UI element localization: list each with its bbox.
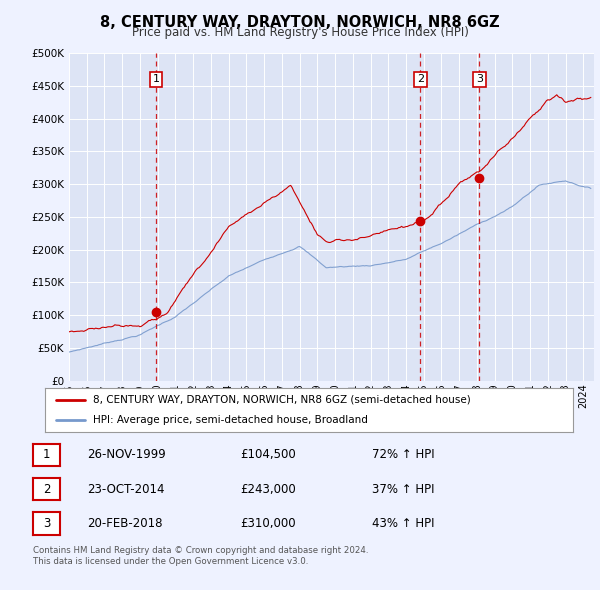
Text: 2: 2 <box>43 483 50 496</box>
Text: 2: 2 <box>417 74 424 84</box>
Text: £243,000: £243,000 <box>240 483 296 496</box>
Text: Contains HM Land Registry data © Crown copyright and database right 2024.
This d: Contains HM Land Registry data © Crown c… <box>33 546 368 566</box>
Text: 1: 1 <box>43 448 50 461</box>
Text: 23-OCT-2014: 23-OCT-2014 <box>87 483 164 496</box>
Text: 72% ↑ HPI: 72% ↑ HPI <box>372 448 434 461</box>
Text: 8, CENTURY WAY, DRAYTON, NORWICH, NR8 6GZ: 8, CENTURY WAY, DRAYTON, NORWICH, NR8 6G… <box>100 15 500 30</box>
Text: 20-FEB-2018: 20-FEB-2018 <box>87 517 163 530</box>
Text: £310,000: £310,000 <box>240 517 296 530</box>
Text: 8, CENTURY WAY, DRAYTON, NORWICH, NR8 6GZ (semi-detached house): 8, CENTURY WAY, DRAYTON, NORWICH, NR8 6G… <box>92 395 470 405</box>
Text: 3: 3 <box>476 74 483 84</box>
Text: HPI: Average price, semi-detached house, Broadland: HPI: Average price, semi-detached house,… <box>92 415 367 425</box>
Text: 26-NOV-1999: 26-NOV-1999 <box>87 448 166 461</box>
Text: 1: 1 <box>152 74 160 84</box>
Text: 3: 3 <box>43 517 50 530</box>
Text: 43% ↑ HPI: 43% ↑ HPI <box>372 517 434 530</box>
Text: £104,500: £104,500 <box>240 448 296 461</box>
Text: Price paid vs. HM Land Registry's House Price Index (HPI): Price paid vs. HM Land Registry's House … <box>131 26 469 39</box>
Text: 37% ↑ HPI: 37% ↑ HPI <box>372 483 434 496</box>
